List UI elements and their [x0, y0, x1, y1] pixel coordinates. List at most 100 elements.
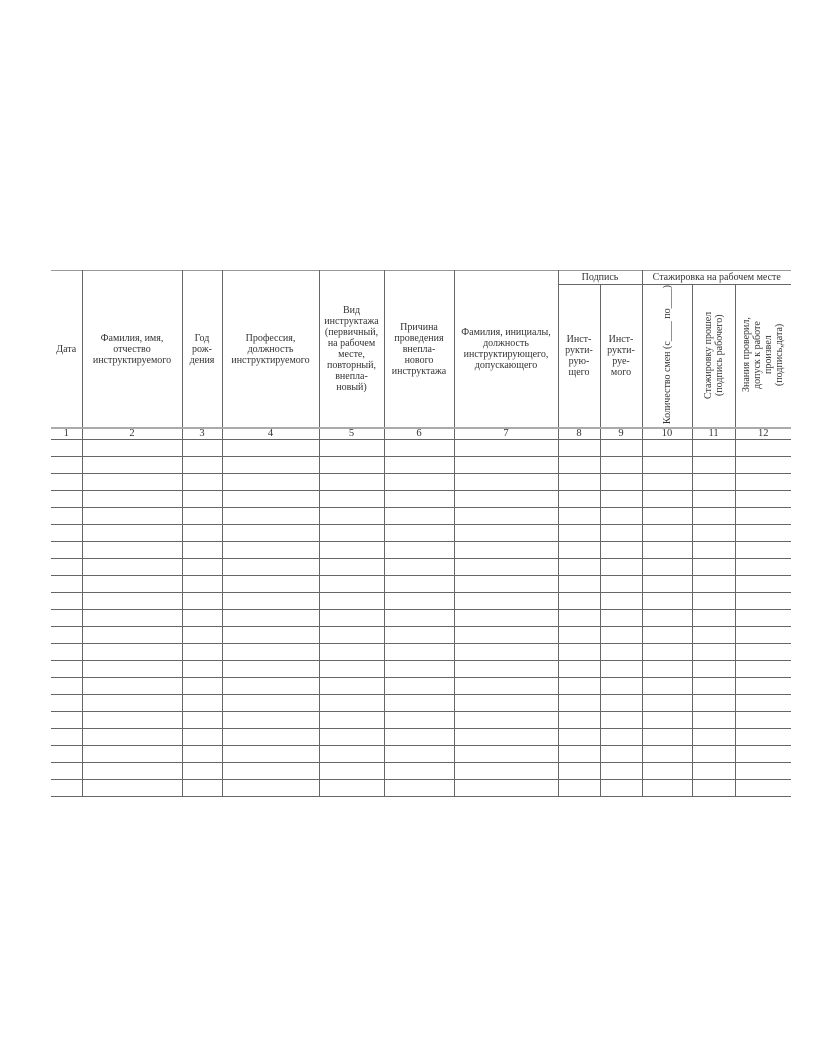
table-cell[interactable] [181, 609, 223, 628]
table-cell[interactable] [318, 490, 385, 509]
table-cell[interactable] [599, 728, 643, 747]
table-cell[interactable] [221, 626, 320, 645]
table-cell[interactable] [599, 643, 643, 662]
table-cell[interactable] [734, 626, 792, 645]
table-cell[interactable] [641, 694, 693, 713]
table-cell[interactable] [81, 592, 183, 611]
table-cell[interactable] [599, 609, 643, 628]
table-cell[interactable] [557, 677, 601, 696]
table-cell[interactable] [641, 762, 693, 781]
table-cell[interactable] [557, 490, 601, 509]
table-cell[interactable] [599, 490, 643, 509]
table-cell[interactable] [51, 490, 83, 509]
table-cell[interactable] [734, 558, 792, 577]
table-cell[interactable] [383, 745, 455, 764]
table-cell[interactable] [181, 541, 223, 560]
table-cell[interactable] [641, 626, 693, 645]
table-cell[interactable] [81, 541, 183, 560]
table-cell[interactable] [599, 439, 643, 458]
table-cell[interactable] [599, 779, 643, 798]
table-cell[interactable] [641, 541, 693, 560]
table-cell[interactable] [453, 507, 559, 526]
table-cell[interactable] [181, 524, 223, 543]
table-cell[interactable] [81, 473, 183, 492]
table-cell[interactable] [383, 541, 455, 560]
table-cell[interactable] [453, 626, 559, 645]
table-cell[interactable] [81, 524, 183, 543]
table-cell[interactable] [641, 728, 693, 747]
table-cell[interactable] [318, 711, 385, 730]
table-cell[interactable] [557, 558, 601, 577]
table-cell[interactable] [51, 711, 83, 730]
table-cell[interactable] [691, 643, 736, 662]
table-cell[interactable] [221, 728, 320, 747]
table-cell[interactable] [383, 609, 455, 628]
table-cell[interactable] [453, 711, 559, 730]
table-cell[interactable] [221, 643, 320, 662]
table-cell[interactable] [453, 592, 559, 611]
table-cell[interactable] [383, 558, 455, 577]
table-cell[interactable] [181, 558, 223, 577]
table-cell[interactable] [383, 439, 455, 458]
table-cell[interactable] [734, 592, 792, 611]
table-cell[interactable] [453, 779, 559, 798]
table-cell[interactable] [691, 779, 736, 798]
table-cell[interactable] [641, 456, 693, 475]
table-cell[interactable] [51, 626, 83, 645]
table-cell[interactable] [221, 660, 320, 679]
table-cell[interactable] [318, 728, 385, 747]
table-cell[interactable] [221, 762, 320, 781]
table-cell[interactable] [557, 507, 601, 526]
table-cell[interactable] [691, 745, 736, 764]
table-cell[interactable] [453, 456, 559, 475]
table-cell[interactable] [734, 473, 792, 492]
table-cell[interactable] [81, 558, 183, 577]
table-cell[interactable] [734, 711, 792, 730]
table-cell[interactable] [81, 694, 183, 713]
table-cell[interactable] [691, 507, 736, 526]
table-cell[interactable] [599, 558, 643, 577]
table-cell[interactable] [181, 490, 223, 509]
table-cell[interactable] [51, 643, 83, 662]
table-cell[interactable] [383, 779, 455, 798]
table-cell[interactable] [691, 558, 736, 577]
table-cell[interactable] [221, 507, 320, 526]
table-cell[interactable] [691, 473, 736, 492]
table-cell[interactable] [221, 711, 320, 730]
table-cell[interactable] [383, 643, 455, 662]
table-cell[interactable] [51, 779, 83, 798]
table-cell[interactable] [599, 677, 643, 696]
table-cell[interactable] [691, 541, 736, 560]
table-cell[interactable] [221, 456, 320, 475]
table-cell[interactable] [691, 490, 736, 509]
table-cell[interactable] [691, 711, 736, 730]
table-cell[interactable] [453, 575, 559, 594]
table-cell[interactable] [181, 728, 223, 747]
table-cell[interactable] [181, 660, 223, 679]
table-cell[interactable] [318, 524, 385, 543]
table-cell[interactable] [51, 745, 83, 764]
table-cell[interactable] [51, 473, 83, 492]
table-cell[interactable] [599, 660, 643, 679]
table-cell[interactable] [734, 728, 792, 747]
table-cell[interactable] [641, 745, 693, 764]
table-cell[interactable] [453, 643, 559, 662]
table-cell[interactable] [557, 609, 601, 628]
table-cell[interactable] [221, 677, 320, 696]
table-cell[interactable] [599, 473, 643, 492]
table-cell[interactable] [734, 541, 792, 560]
table-cell[interactable] [734, 762, 792, 781]
table-cell[interactable] [734, 643, 792, 662]
table-cell[interactable] [734, 779, 792, 798]
table-cell[interactable] [599, 592, 643, 611]
table-cell[interactable] [691, 575, 736, 594]
table-cell[interactable] [641, 592, 693, 611]
table-cell[interactable] [81, 677, 183, 696]
table-cell[interactable] [383, 677, 455, 696]
table-cell[interactable] [557, 728, 601, 747]
table-cell[interactable] [383, 728, 455, 747]
table-cell[interactable] [81, 456, 183, 475]
table-cell[interactable] [453, 541, 559, 560]
table-cell[interactable] [81, 439, 183, 458]
table-cell[interactable] [181, 643, 223, 662]
